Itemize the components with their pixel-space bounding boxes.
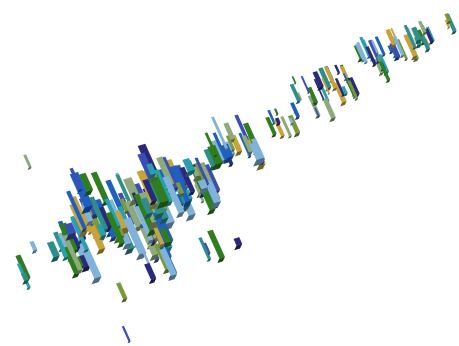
glyph-bar bbox=[225, 135, 235, 153]
glyph-bar bbox=[151, 174, 170, 208]
glyph-bar bbox=[424, 28, 434, 45]
glyph-bar bbox=[312, 71, 324, 91]
glyph-bar bbox=[420, 25, 427, 35]
glyph-layer bbox=[15, 13, 457, 344]
glyph-bar bbox=[46, 240, 60, 263]
glyph-bar bbox=[69, 167, 83, 193]
glyph-bar bbox=[322, 97, 336, 123]
glyph-bar bbox=[162, 175, 185, 219]
glyph-bar bbox=[211, 116, 229, 152]
glyph-bar bbox=[289, 83, 301, 105]
glyph-bar bbox=[300, 75, 310, 94]
glyph-bar bbox=[64, 222, 77, 241]
glyph-bar bbox=[153, 227, 165, 248]
glyph-bar bbox=[323, 66, 338, 92]
glyph-bar bbox=[56, 238, 69, 262]
glyph-bar bbox=[175, 181, 185, 198]
glyph-bar bbox=[334, 64, 341, 75]
glyph-bar bbox=[179, 166, 196, 197]
glyph-bar bbox=[121, 325, 131, 344]
glyph-bar bbox=[273, 118, 285, 140]
glyph-bar bbox=[321, 77, 330, 95]
glyph-bar bbox=[267, 109, 276, 126]
glyph-bar bbox=[146, 163, 157, 180]
glyph-bar bbox=[249, 141, 265, 167]
glyph-bar bbox=[20, 272, 29, 285]
glyph-bar bbox=[265, 116, 277, 138]
glyph-bar bbox=[273, 108, 279, 117]
glyph-bar bbox=[290, 102, 300, 121]
glyph-bar bbox=[212, 132, 228, 163]
glyph-bar bbox=[411, 26, 422, 45]
glyph-bar bbox=[274, 117, 281, 127]
glyph-bar bbox=[182, 158, 195, 178]
glyph-bar bbox=[142, 178, 158, 206]
glyph-bar bbox=[280, 116, 292, 139]
glyph-bar bbox=[198, 237, 212, 262]
glyph-bar bbox=[387, 45, 394, 55]
glyph-bar bbox=[307, 86, 318, 107]
glyph-bar bbox=[144, 262, 157, 285]
glyph-bar bbox=[233, 237, 243, 251]
glyph-bar bbox=[314, 107, 320, 118]
glyph-bar bbox=[116, 282, 128, 303]
glyph-bar bbox=[140, 197, 154, 220]
glyph-bar bbox=[373, 58, 384, 77]
glyph-bar bbox=[160, 227, 172, 248]
glyph-bar bbox=[288, 117, 294, 126]
glyph-bar bbox=[79, 172, 94, 197]
glyph-bar bbox=[356, 41, 368, 65]
glyph-bar bbox=[203, 242, 211, 256]
glyph-bar bbox=[96, 223, 107, 241]
glyph-bar bbox=[378, 61, 391, 84]
glyph-bar bbox=[420, 35, 431, 53]
glyph-bar bbox=[365, 46, 377, 68]
glyph-bar bbox=[158, 246, 178, 281]
glyph-bar bbox=[392, 35, 405, 59]
glyph-bar bbox=[341, 86, 348, 97]
glyph-bar bbox=[72, 195, 92, 236]
glyph-bar bbox=[318, 67, 332, 92]
glyph-bar bbox=[105, 211, 125, 249]
glyph-bar bbox=[347, 80, 359, 101]
glyph-bar bbox=[66, 190, 87, 233]
glyph-bar bbox=[204, 132, 218, 158]
glyph-bar bbox=[23, 154, 32, 170]
glyph-bar bbox=[385, 30, 396, 49]
glyph-bar bbox=[29, 240, 38, 255]
glyph-bar bbox=[70, 215, 89, 254]
glyph-bar bbox=[133, 203, 154, 245]
glyph-bar bbox=[197, 179, 209, 195]
glyph-bar bbox=[220, 143, 234, 165]
glyph-bar bbox=[169, 165, 193, 208]
glyph-bar bbox=[207, 229, 225, 264]
glyph-bar bbox=[62, 234, 83, 275]
glyph-bar bbox=[291, 76, 297, 85]
glyph-bar bbox=[403, 24, 417, 50]
glyph-bar bbox=[374, 36, 386, 58]
glyph-bar bbox=[204, 180, 221, 209]
glyph-bar bbox=[444, 13, 452, 25]
glyph-bar bbox=[403, 33, 418, 61]
glyph-bar bbox=[370, 40, 379, 55]
glyph-bar bbox=[185, 189, 193, 202]
glyph-bar bbox=[334, 77, 345, 97]
glyph-bar bbox=[241, 135, 253, 156]
